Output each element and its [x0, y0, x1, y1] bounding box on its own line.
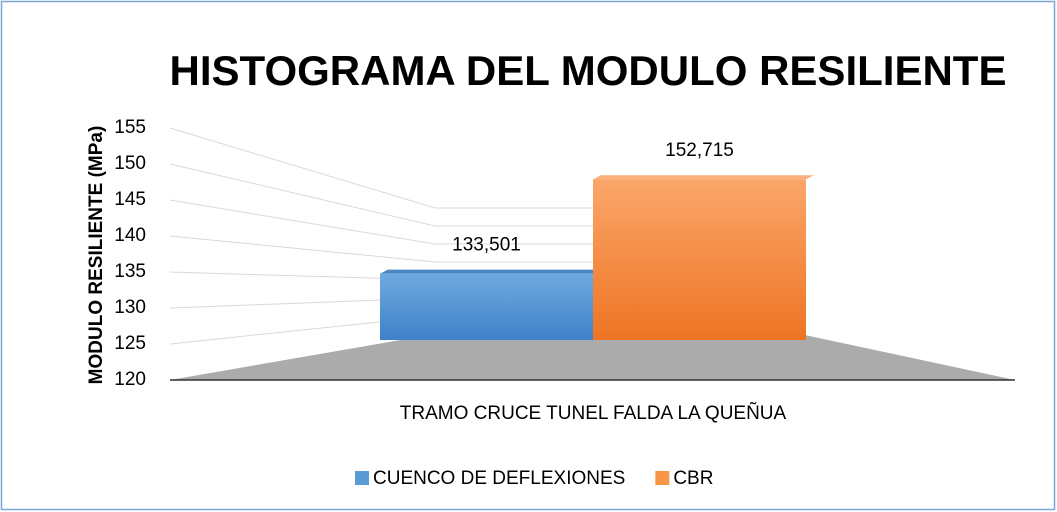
floor	[170, 334, 1015, 380]
bar-top	[593, 175, 814, 180]
y-tick-label: 155	[114, 117, 146, 138]
data-label: 152,715	[665, 140, 734, 161]
y-tick-label: 135	[114, 261, 146, 282]
bar-top	[380, 269, 601, 274]
y-tick-label: 120	[114, 369, 146, 390]
bar	[593, 179, 806, 340]
y-tick-label: 150	[114, 153, 146, 174]
y-tick-label: 125	[114, 333, 146, 354]
legend-label: CBR	[673, 468, 713, 489]
legend-swatch	[655, 471, 670, 485]
y-tick-label: 145	[114, 189, 146, 210]
chart-title: HISTOGRAMA DEL MODULO RESILIENTE	[170, 47, 1007, 94]
bar	[380, 273, 593, 340]
legend-label: CUENCO DE DEFLEXIONES	[373, 468, 625, 489]
y-tick-label: 130	[114, 297, 146, 318]
y-tick-label: 140	[114, 225, 146, 246]
x-tick-label: TRAMO CRUCE TUNEL FALDA LA QUEÑUA	[400, 402, 787, 424]
y-axis-label: MODULO RESILIENTE (MPa)	[86, 126, 107, 385]
data-label: 133,501	[452, 235, 521, 256]
legend-swatch	[355, 471, 369, 485]
